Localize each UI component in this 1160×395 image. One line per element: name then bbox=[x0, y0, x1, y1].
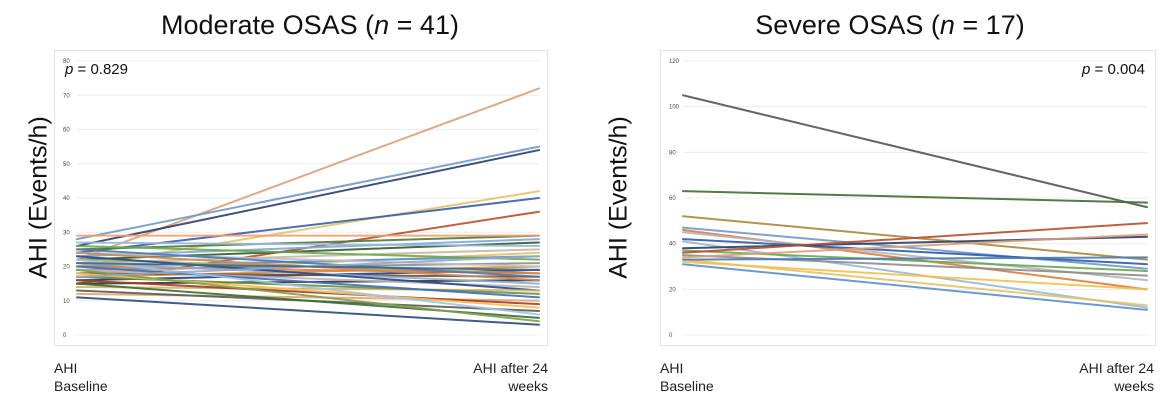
series-line-35 bbox=[76, 258, 540, 316]
y-tick-label: 80 bbox=[669, 150, 676, 156]
y-tick-label: 40 bbox=[669, 242, 676, 248]
x-tick-label-after-24-weeks: AHI after 24 weeks bbox=[1079, 360, 1154, 394]
series-line-18 bbox=[76, 251, 540, 268]
y-tick-label: 80 bbox=[63, 59, 70, 65]
series-line-7 bbox=[76, 234, 540, 251]
line-chart-svg: 0 10 20 30 40 50 60 70 80 bbox=[63, 59, 540, 339]
series-line-28 bbox=[76, 286, 540, 292]
y-tick-label: 20 bbox=[63, 265, 70, 271]
plot-area: 0 10 20 30 40 50 60 70 80 p = 0.829 bbox=[54, 50, 548, 346]
p-value: p = 0.004 bbox=[1082, 61, 1145, 78]
y-tick-label: 0 bbox=[63, 333, 67, 339]
line-chart-svg: 0 20 40 60 80 100 120 bbox=[669, 59, 1148, 339]
y-tick-label: 70 bbox=[63, 93, 70, 99]
y-tick-label: 60 bbox=[63, 128, 70, 134]
series-line-16 bbox=[682, 260, 1148, 291]
y-axis-label: AHI (Events/h) bbox=[24, 116, 53, 279]
plot-area: 0 20 40 60 80 100 120 p = 0.004 bbox=[660, 50, 1156, 346]
series-line-27 bbox=[76, 255, 540, 292]
series-line-38 bbox=[76, 296, 540, 326]
series-line-15 bbox=[76, 244, 540, 261]
y-tick-label: 50 bbox=[63, 162, 70, 168]
x-tick-label-baseline: AHI Baseline bbox=[660, 360, 714, 394]
series-line-15 bbox=[682, 256, 1148, 261]
chart-severe-osas: Severe OSAS (n = 17) AHI (Events/h) 0 20 4… bbox=[580, 0, 1160, 394]
y-tick-label: 30 bbox=[63, 230, 70, 236]
y-tick-label: 0 bbox=[669, 333, 673, 339]
series-line-11 bbox=[76, 241, 540, 247]
chart-title: Moderate OSAS (n = 41) bbox=[161, 10, 459, 40]
y-tick-label: 40 bbox=[63, 196, 70, 202]
y-tick-label: 60 bbox=[669, 196, 676, 202]
series-line-13 bbox=[682, 233, 1148, 259]
y-tick-label: 120 bbox=[669, 59, 680, 65]
series-line-37 bbox=[76, 268, 540, 323]
series-line-12 bbox=[76, 248, 540, 265]
series-line-30 bbox=[76, 265, 540, 299]
y-tick-label: 10 bbox=[63, 299, 70, 305]
p-value: p = 0.829 bbox=[65, 61, 128, 78]
x-tick-label-after-24-weeks: AHI after 24 weeks bbox=[473, 360, 548, 394]
series-line-2 bbox=[682, 190, 1148, 204]
series-line-4 bbox=[682, 226, 1148, 270]
series-line-1 bbox=[682, 94, 1148, 209]
series-line-23 bbox=[76, 248, 540, 278]
series-line-3 bbox=[76, 149, 540, 247]
series-line-8 bbox=[682, 240, 1148, 309]
chart-moderate-osas: Moderate OSAS (n = 41) AHI (Events/h) 0 1… bbox=[0, 0, 580, 394]
y-tick-label: 100 bbox=[669, 105, 680, 111]
series-line-41 bbox=[76, 262, 540, 271]
y-tick-label: 20 bbox=[669, 287, 676, 293]
x-tick-label-baseline: AHI Baseline bbox=[54, 360, 108, 394]
series-line-1 bbox=[76, 87, 540, 261]
series-line-7 bbox=[682, 238, 1148, 266]
y-axis-label: AHI (Events/h) bbox=[604, 116, 633, 279]
series-line-2 bbox=[76, 145, 540, 241]
series-line-32 bbox=[76, 279, 540, 306]
series-line-11 bbox=[682, 222, 1148, 254]
chart-title: Severe OSAS (n = 17) bbox=[755, 10, 1025, 40]
series-line-17 bbox=[682, 263, 1148, 311]
